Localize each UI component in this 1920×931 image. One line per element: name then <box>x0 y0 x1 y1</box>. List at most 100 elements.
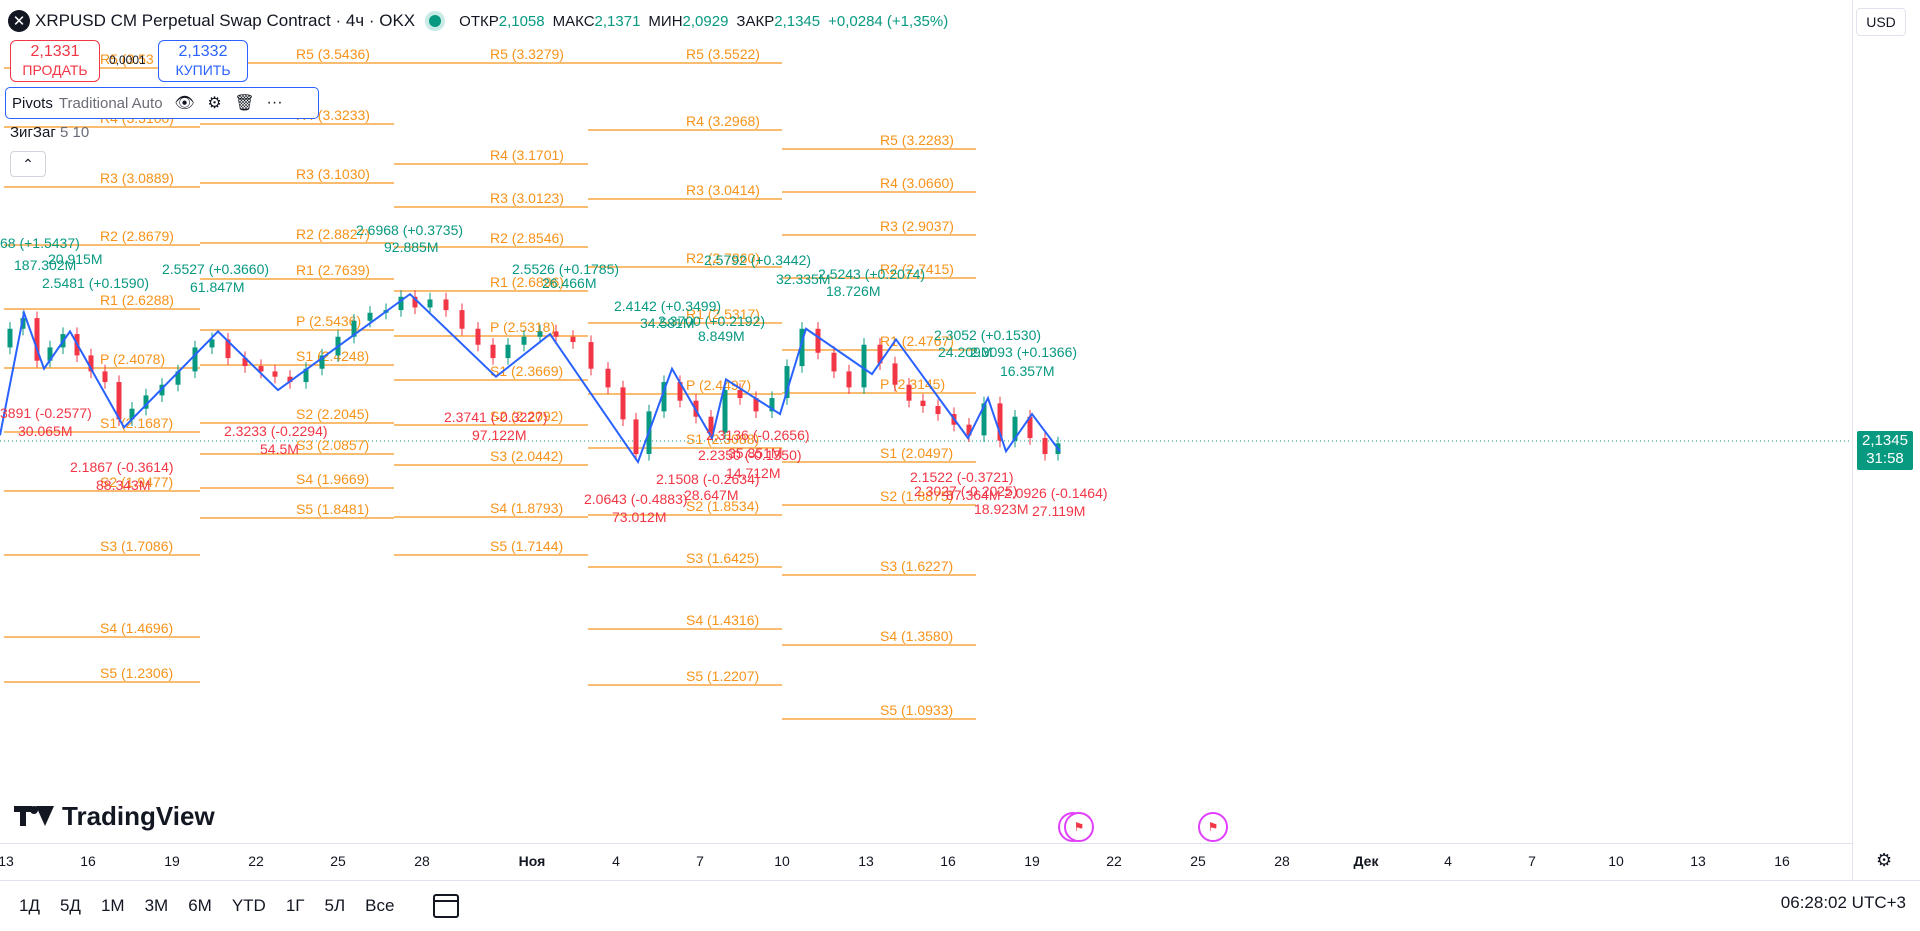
range-5d[interactable]: 5Д <box>59 896 81 915</box>
range-1m[interactable]: 1М <box>100 896 125 915</box>
candle-body <box>102 371 108 383</box>
zigzag-high-label: 8.849M <box>698 328 745 344</box>
candle-body <box>920 400 926 407</box>
settings-icon[interactable]: ⚙ <box>207 95 222 112</box>
pivot-level-label: S5 (1.7144) <box>490 538 563 554</box>
candle-body <box>784 366 790 399</box>
time-axis-label: 13 <box>858 853 874 869</box>
us-flag-event-icon[interactable]: ⚑ <box>1198 812 1228 842</box>
eye-icon[interactable]: 👁 <box>174 95 195 112</box>
candle-body <box>143 395 149 409</box>
time-axis-label: 25 <box>330 853 346 869</box>
candle-body <box>799 328 805 367</box>
zigzag-high-label: 187.302M <box>14 257 76 273</box>
pivot-level-label: S3 (2.0857) <box>296 437 369 453</box>
pivot-level-label: P (2.4078) <box>100 351 165 367</box>
buy-label: КУПИТЬ <box>175 62 231 78</box>
chart-canvas[interactable]: 3,60003,40003,20003,00002,80002,60002,40… <box>0 0 1852 880</box>
chevron-up-icon: ⌃ <box>22 155 34 172</box>
zigzag-low-label: 2.3741 (-0.3227) <box>444 409 548 425</box>
pivot-level-label: S5 (1.2207) <box>686 668 759 684</box>
candle-body <box>20 318 26 329</box>
pivot-level-label: S3 (1.7086) <box>100 538 173 554</box>
calendar-icon[interactable] <box>433 894 460 918</box>
buy-button[interactable]: 2,1332 КУПИТЬ <box>158 40 248 82</box>
more-icon[interactable]: ··· <box>266 94 283 111</box>
price-axis-divider <box>1852 0 1853 880</box>
candle-body <box>351 320 357 337</box>
pivot-level-label: R5 (3.5436) <box>296 46 370 62</box>
pivot-level-label: R5 (3.2283) <box>880 132 954 148</box>
zigzag-indicator-legend[interactable]: ЗигЗаг 5 10 <box>10 124 89 141</box>
pivot-level-label: R5 (3.5522) <box>686 46 760 62</box>
time-axis-label: 10 <box>774 853 790 869</box>
candle-body <box>258 366 264 372</box>
candle-body <box>722 390 728 433</box>
candle-body <box>398 296 404 311</box>
candle-body <box>981 403 987 436</box>
range-ytd[interactable]: YTD <box>231 896 266 915</box>
candle-body <box>116 382 122 420</box>
candle-body <box>935 406 941 415</box>
tradingview-logo[interactable]: TradingView <box>14 800 215 832</box>
range-1y[interactable]: 1Г <box>285 896 305 915</box>
pivots-indicator-legend[interactable]: Pivots Traditional Auto 👁 ⚙ 🗑 ··· <box>5 87 319 119</box>
zigzag-low-label: 28.647M <box>684 487 738 503</box>
pivot-level-label: S4 (1.4316) <box>686 612 759 628</box>
spread-value: 0,0001 <box>109 53 146 67</box>
time-axis-label: 7 <box>696 853 704 869</box>
currency-selector[interactable]: USD <box>1856 8 1906 36</box>
pivot-level-label: S1 (2.0497) <box>880 445 953 461</box>
pivot-level-label: S3 (1.6227) <box>880 558 953 574</box>
us-flag-event-icon[interactable]: ⚑ <box>1064 812 1094 842</box>
zigzag-high-label: 92.885M <box>384 239 438 255</box>
time-axis-label: 13 <box>0 853 14 869</box>
candle-body <box>47 347 53 361</box>
range-6m[interactable]: 6М <box>188 896 212 915</box>
zigzag-low-label: 87.364M <box>946 487 1000 503</box>
candle-body <box>831 352 837 372</box>
pivot-level-label: S5 (1.0933) <box>880 702 953 718</box>
zigzag-high-label: 2.5481 (+0.1590) <box>42 275 149 291</box>
market-status-icon <box>429 15 442 27</box>
time-axis-label: 22 <box>248 853 264 869</box>
range-3m[interactable]: 3М <box>144 896 169 915</box>
zigzag-high-label: 32.335M <box>776 271 830 287</box>
high-value: 2,1371 <box>594 12 641 30</box>
candle-body <box>570 336 576 343</box>
sell-button[interactable]: 2,1331 ПРОДАТЬ <box>10 40 100 82</box>
delete-icon[interactable]: 🗑 <box>234 95 255 112</box>
pivot-level-label: S1 (2.1687) <box>100 415 173 431</box>
axis-settings-icon[interactable]: ⚙ <box>1876 850 1893 870</box>
sell-price: 2,1331 <box>30 43 80 60</box>
zigzag-high-label: 68 (+1.5437) <box>0 235 80 251</box>
pivot-level-label: R2 (2.8827) <box>296 226 370 242</box>
zigzag-low-label: 35.851M <box>728 445 782 461</box>
bottom-toolbar: 1Д 5Д 1М 3М 6М YTD 1Г 5Л Все 06:28:02 UT… <box>0 880 1920 931</box>
symbol-title[interactable]: XRPUSD CM Perpetual Swap Contract · 4ч ·… <box>35 11 416 30</box>
collapse-legend-button[interactable]: ⌃ <box>10 151 46 177</box>
pivot-level-label: R1 (2.7639) <box>296 262 370 278</box>
time-axis-label: 16 <box>1774 853 1790 869</box>
close-label: ЗАКР <box>736 12 775 30</box>
candle-body <box>861 344 867 388</box>
candle-body <box>475 328 481 345</box>
time-axis-label: Ноя <box>519 853 546 869</box>
range-1d[interactable]: 1Д <box>19 896 40 915</box>
change-value: +0,0284 (+1,35%) <box>828 12 949 30</box>
time-axis-label: 16 <box>80 853 96 869</box>
zigzag-low-label: 14.712M <box>726 465 780 481</box>
range-all[interactable]: Все <box>365 896 395 915</box>
zigzag-low-label: 2.0643 (-0.4883) <box>584 491 688 507</box>
pivot-level-label: R3 (3.1030) <box>296 166 370 182</box>
zigzag-low-label: 2.0926 (-0.1464) <box>1004 485 1108 501</box>
pivot-level-label: P (2.5318) <box>490 319 555 335</box>
candle-body <box>877 344 883 364</box>
candle-body <box>490 344 496 359</box>
pivot-level-label: R3 (2.9037) <box>880 218 954 234</box>
range-5y[interactable]: 5Л <box>324 896 346 915</box>
time-axis-label: 10 <box>1608 853 1624 869</box>
clock[interactable]: 06:28:02 UTC+3 <box>1780 893 1906 912</box>
candle-body <box>242 358 248 367</box>
time-axis-label: 7 <box>1528 853 1536 869</box>
